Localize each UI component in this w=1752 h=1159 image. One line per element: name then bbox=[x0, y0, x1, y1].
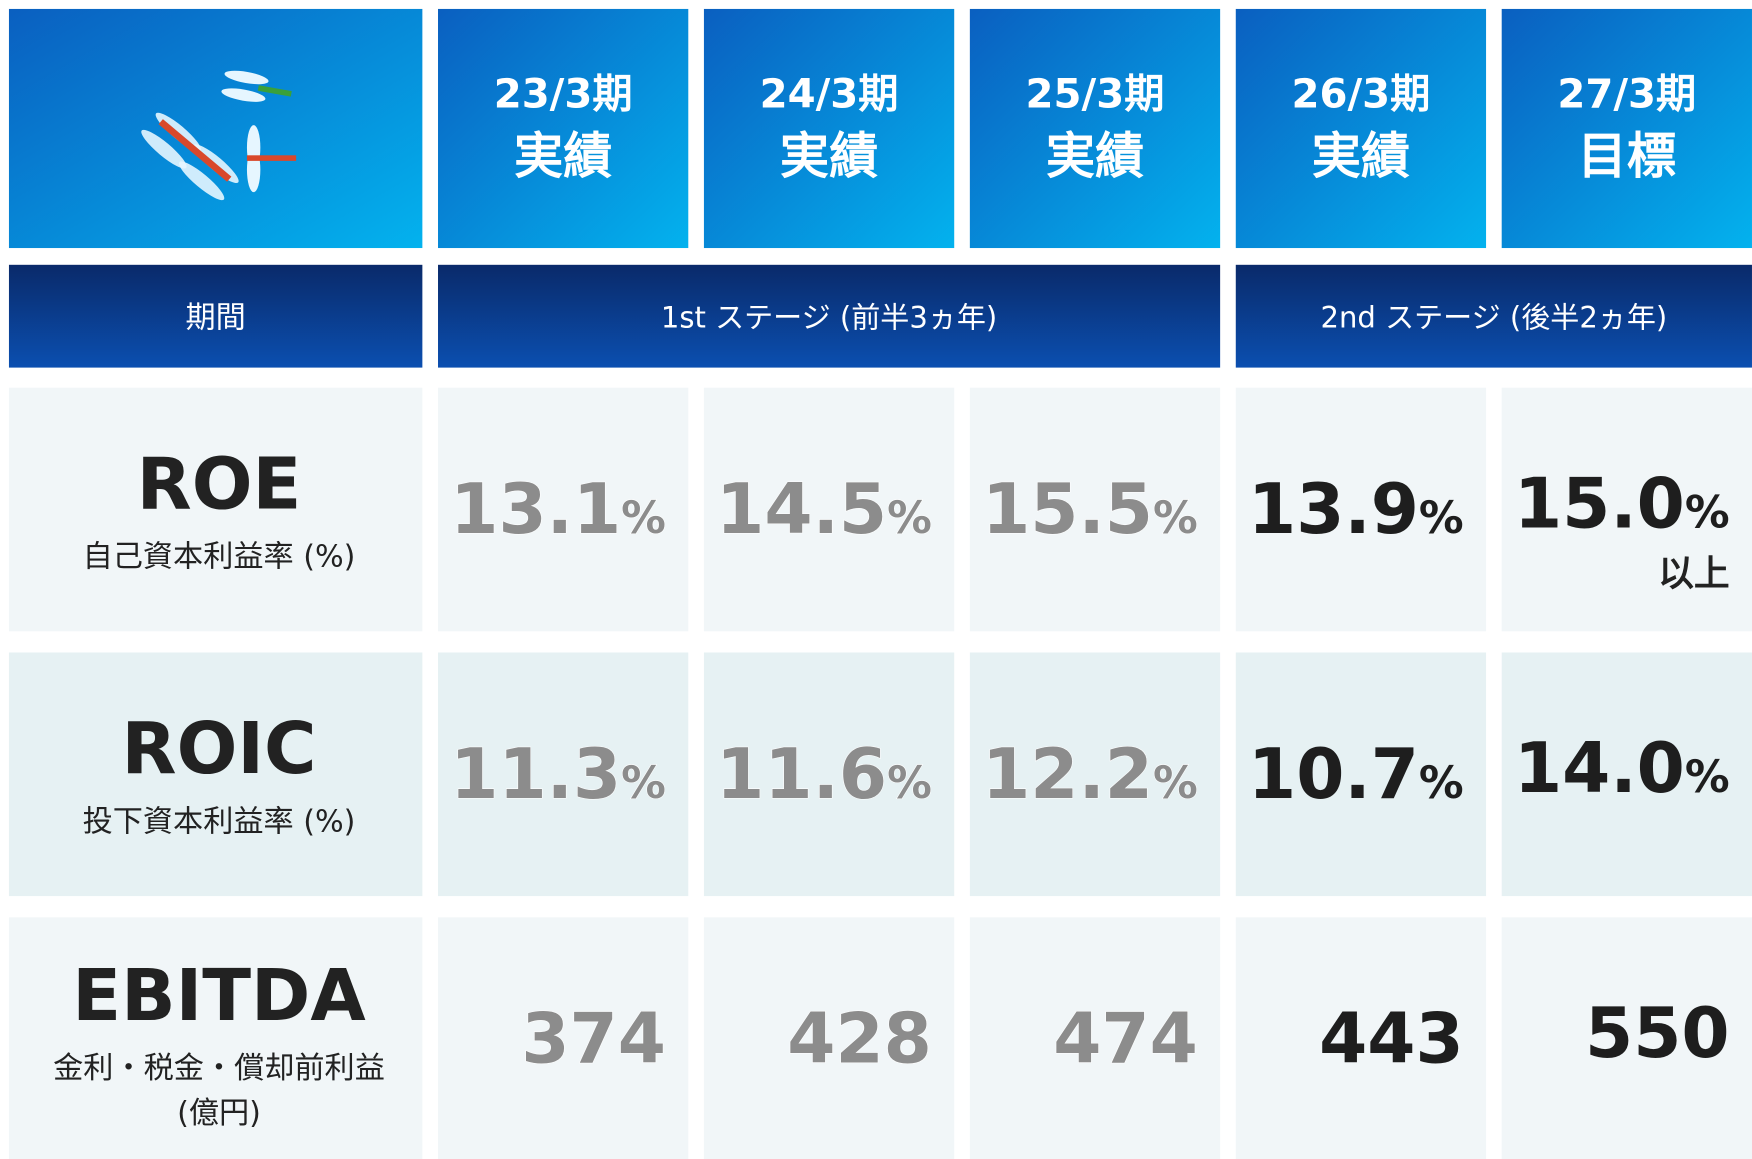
value-cell bbox=[969, 387, 1221, 632]
value-number: 13.1 bbox=[450, 470, 621, 550]
value-number: 14.0 bbox=[1514, 729, 1685, 809]
value-number: 428 bbox=[787, 1000, 932, 1080]
period-kind: 目標 bbox=[1578, 127, 1676, 185]
value-note: 以上 bbox=[1658, 553, 1730, 594]
value-unit: % bbox=[1153, 492, 1198, 544]
metric-value: 13.1% bbox=[450, 470, 666, 550]
value-cell bbox=[438, 652, 689, 897]
dragonflies bbox=[141, 70, 297, 201]
value-unit: % bbox=[621, 492, 666, 544]
row-label-cell bbox=[8, 917, 423, 1159]
period-label: 23/3期 bbox=[494, 71, 633, 117]
value-number: 474 bbox=[1053, 1000, 1198, 1080]
metric-value: 14.5% bbox=[716, 470, 932, 550]
value-cell bbox=[438, 387, 689, 632]
value-number: 550 bbox=[1585, 994, 1730, 1074]
metric-value: 10.7% bbox=[1248, 735, 1464, 815]
value-number: 11.3 bbox=[450, 735, 621, 815]
metric-value: 11.3% bbox=[450, 735, 666, 815]
metric-desc: 金利・税金・償却前利益 bbox=[53, 1051, 385, 1086]
value-number: 13.9 bbox=[1248, 470, 1419, 550]
period-label: 27/3期 bbox=[1557, 71, 1696, 117]
value-cell bbox=[438, 917, 689, 1159]
metric-desc: 投下資本利益率 (%) bbox=[83, 804, 356, 839]
value-unit: % bbox=[1685, 486, 1730, 538]
value-cell bbox=[703, 652, 955, 897]
metric-value: 11.6% bbox=[716, 735, 932, 815]
value-unit: % bbox=[1419, 757, 1464, 809]
metric-value: 15.5% bbox=[982, 470, 1198, 550]
value-cell bbox=[969, 917, 1221, 1159]
value-number: 15.0 bbox=[1514, 464, 1685, 544]
header-cell bbox=[1501, 8, 1752, 249]
value-cell bbox=[1501, 652, 1752, 897]
metric-value: 15.0% bbox=[1514, 464, 1730, 544]
value-cell bbox=[703, 387, 955, 632]
metric-value: 374 bbox=[521, 1000, 666, 1080]
value-cell bbox=[703, 917, 955, 1159]
period-kind: 実績 bbox=[780, 127, 878, 185]
metric-name: EBITDA bbox=[72, 954, 365, 1037]
header-cell bbox=[438, 8, 689, 249]
metric-value: 12.2% bbox=[982, 735, 1198, 815]
value-number: 12.2 bbox=[982, 735, 1153, 815]
row-label-cell bbox=[8, 652, 423, 897]
value-unit: % bbox=[1685, 751, 1730, 803]
stage-label-cell bbox=[8, 264, 423, 368]
header-cell bbox=[1235, 8, 1487, 249]
value-number: 374 bbox=[521, 1000, 666, 1080]
metric-desc: (億円) bbox=[177, 1096, 261, 1131]
period-kind: 実績 bbox=[514, 127, 612, 185]
value-number: 10.7 bbox=[1248, 735, 1419, 815]
row-label-cell bbox=[8, 387, 423, 632]
value-unit: % bbox=[1419, 492, 1464, 544]
metric-name: ROE bbox=[137, 442, 302, 525]
value-cell bbox=[1235, 652, 1487, 897]
header-cell bbox=[703, 8, 955, 249]
value-unit: % bbox=[887, 757, 932, 809]
period-label: 25/3期 bbox=[1026, 71, 1165, 117]
value-cell bbox=[1501, 917, 1752, 1159]
value-unit: % bbox=[887, 492, 932, 544]
stage-name: 2nd ステージ (後半2ヵ年) bbox=[1321, 300, 1668, 334]
metric-value: 443 bbox=[1319, 1000, 1464, 1080]
stage-label: 期間 bbox=[186, 300, 246, 335]
value-cell bbox=[1501, 387, 1752, 632]
value-number: 14.5 bbox=[716, 470, 887, 550]
value-unit: % bbox=[621, 757, 666, 809]
stage-cell bbox=[1235, 264, 1752, 368]
period-kind: 実績 bbox=[1046, 127, 1144, 185]
period-label: 26/3期 bbox=[1291, 71, 1430, 117]
metric-value: 14.0% bbox=[1514, 729, 1730, 809]
metric-value: 550 bbox=[1585, 994, 1730, 1074]
stage-cell bbox=[438, 264, 1221, 368]
stage-name: 1st ステージ (前半3ヵ年) bbox=[661, 300, 997, 334]
period-label: 24/3期 bbox=[760, 71, 899, 117]
metric-value: 13.9% bbox=[1248, 470, 1464, 550]
header-cell bbox=[969, 8, 1221, 249]
metric-value: 428 bbox=[787, 1000, 932, 1080]
metric-desc: 自己資本利益率 (%) bbox=[83, 539, 356, 574]
metric-name: ROIC bbox=[122, 707, 317, 790]
logo-cell bbox=[8, 8, 423, 249]
value-number: 443 bbox=[1319, 1000, 1464, 1080]
value-unit: % bbox=[1153, 757, 1198, 809]
value-number: 11.6 bbox=[716, 735, 887, 815]
metric-value: 474 bbox=[1053, 1000, 1198, 1080]
value-cell bbox=[1235, 387, 1487, 632]
value-cell bbox=[969, 652, 1221, 897]
period-kind: 実績 bbox=[1312, 127, 1410, 185]
value-cell bbox=[1235, 917, 1487, 1159]
value-number: 15.5 bbox=[982, 470, 1153, 550]
